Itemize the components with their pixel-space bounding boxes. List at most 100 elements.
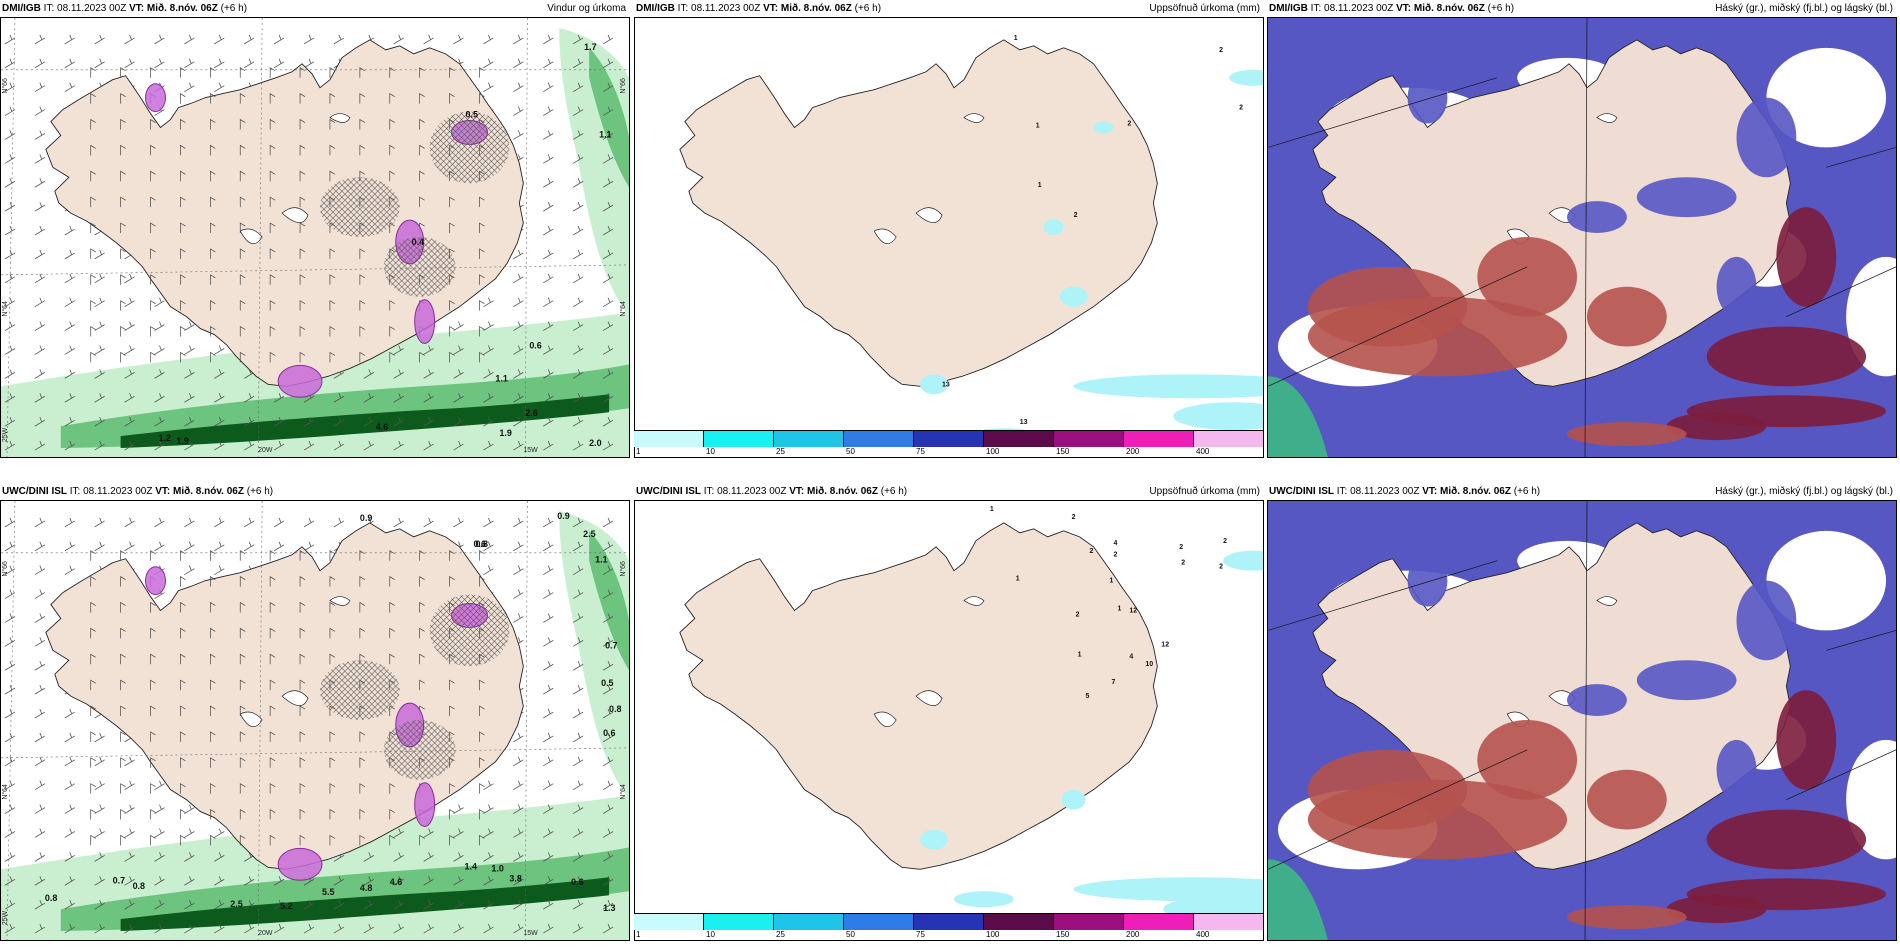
panel-title: Uppsöfnuð úrkoma (mm) [1149, 3, 1260, 14]
wind-value-label: 0.6 [603, 728, 615, 738]
cloud-blue-patch [1636, 660, 1737, 701]
valid-time: Mið. 8.nóv. 06Z [1413, 3, 1485, 14]
map-area: 1 2 2 2 1 1 2 13 13 [634, 17, 1264, 458]
precip-value-label: 10 [1145, 661, 1153, 668]
wind-band-dark [120, 394, 610, 449]
graticule [1, 501, 629, 940]
axis-label: N°64 [619, 301, 627, 317]
colorbar-tick-label: 75 [916, 447, 925, 456]
wind-value-label: 2.6 [525, 408, 537, 418]
glacier-outline [239, 228, 263, 244]
precip-blob [145, 83, 166, 113]
hatch-area [429, 111, 510, 184]
graticule [1268, 18, 1896, 457]
init-time: 08.11.2023 00Z [1324, 3, 1394, 14]
cloud-blue-patch [1407, 71, 1448, 124]
precip-value-label: 12 [1161, 641, 1169, 648]
axis-label: N°66 [619, 561, 627, 577]
valid-label: VT: [1422, 486, 1438, 497]
wind-value-label: 0.8 [609, 704, 621, 714]
precip-value-label: 12 [1129, 607, 1137, 614]
panel-uwc-cloud: UWC/DINI ISL IT: 08.11.2023 00Z VT: Mið.… [1267, 483, 1897, 941]
wind-value-label: 0.5 [601, 678, 613, 688]
colorbar-tick-label: 50 [846, 930, 855, 939]
init-label: IT: [69, 486, 81, 497]
lead-time: (+6 h) [220, 3, 248, 14]
colorbar: 1 10 25 50 75 100 150 200 400 [634, 430, 1264, 458]
precip-area [1073, 877, 1263, 902]
colorbar-tick-label: 400 [1196, 447, 1210, 456]
colorbar-tick-label: 200 [1126, 930, 1140, 939]
glacier-outline [1596, 113, 1618, 123]
axis-label: 25W [2, 910, 9, 925]
wind-value-label: 1.7 [584, 42, 596, 52]
valid-time: Mið. 8.nóv. 06Z [146, 3, 218, 14]
map-canvas: 1.7 1.1 0.5 0.4 0.6 1.1 2.6 4.6 1.9 2.0 1.2 1.9 N°66… [1, 18, 629, 457]
model-source: UWC/DINI ISL [2, 486, 67, 497]
axis-label: 15W [523, 447, 538, 454]
graticule [1268, 501, 1896, 940]
colorbar-cell [1054, 431, 1124, 447]
run-info: DMI/IGB IT: 08.11.2023 00Z VT: Mið. 8.nó… [2, 0, 247, 17]
precip-value-label: 1 [1014, 35, 1018, 42]
clear-sky [1766, 47, 1887, 148]
glacier-outline [915, 207, 943, 223]
init-time: 08.11.2023 00Z [1350, 486, 1420, 497]
glacier-outline [1596, 596, 1618, 606]
colorbar-cell [704, 431, 774, 447]
precip-area [953, 891, 1014, 908]
precip-area [1043, 219, 1064, 236]
axis-label: 20W [258, 447, 273, 454]
colorbar-cell [634, 914, 704, 930]
map-area: 1.7 1.1 0.5 0.4 0.6 1.1 2.6 4.6 1.9 2.0 1.2 1.9 N°66… [0, 17, 630, 458]
precip-value-label: 2 [1076, 611, 1080, 618]
colorbar-cell [914, 431, 984, 447]
panel-dmi-cloud: DMI/IGB IT: 08.11.2023 00Z VT: Mið. 8.nó… [1267, 0, 1897, 458]
wind-value-label: 3.8 [509, 873, 521, 883]
cloud-blue-patch [1636, 177, 1737, 218]
colorbar-tick-label: 25 [776, 447, 785, 456]
glacier-outline [329, 596, 351, 606]
cloud-red-patch [1567, 422, 1687, 447]
colorbar-tick-label: 400 [1196, 930, 1210, 939]
hatch-area [429, 594, 510, 667]
wind-value-label: 1.1 [599, 129, 611, 139]
glacier-outline [329, 113, 351, 123]
colorbar-tick-label: 1 [636, 447, 641, 456]
map-canvas [1268, 18, 1896, 457]
axis-label: N°66 [1, 561, 9, 577]
wind-value-label: 0.9 [557, 511, 569, 521]
precip-value-label: 1 [1016, 576, 1020, 583]
precip-blob [414, 782, 436, 828]
colorbar-tick-label: 50 [846, 447, 855, 456]
precip-area [1061, 789, 1086, 810]
cloud-blue-patch [1716, 739, 1757, 800]
wind-value-label: 0.7 [113, 875, 125, 885]
precip-area [920, 829, 949, 850]
precip-value-label: 1 [1038, 182, 1042, 189]
cloud-red-patch [1307, 749, 1468, 830]
wind-band-east-mid [589, 530, 629, 671]
init-label: IT: [1336, 486, 1348, 497]
colorbar-cell [984, 914, 1054, 930]
init-time: 08.11.2023 00Z [83, 486, 153, 497]
wind-value-label: 0.8 [133, 881, 145, 891]
wind-value-label: 0.6 [473, 539, 485, 549]
glacier-outline [873, 228, 897, 244]
cloud-red-patch [1477, 720, 1578, 800]
colorbar-cell [1124, 431, 1194, 447]
colorbar-tick-label: 25 [776, 930, 785, 939]
panel-title: Vindur og úrkoma [547, 3, 626, 14]
cloud-blue-patch [1567, 684, 1627, 717]
hatch-area [383, 720, 456, 780]
colorbar-tick-label: 75 [916, 930, 925, 939]
valid-label: VT: [1396, 3, 1412, 14]
precip-value-label: 1 [1036, 123, 1040, 130]
wind-band-dark [120, 877, 610, 932]
precip-value-label: 2 [1090, 548, 1094, 555]
precip-value-label: 2 [1074, 212, 1078, 219]
valid-label: VT: [763, 3, 779, 14]
precip-value-label: 2 [1181, 560, 1185, 567]
wind-value-label: 2.5 [230, 899, 242, 909]
colorbar-tick-label: 200 [1126, 447, 1140, 456]
